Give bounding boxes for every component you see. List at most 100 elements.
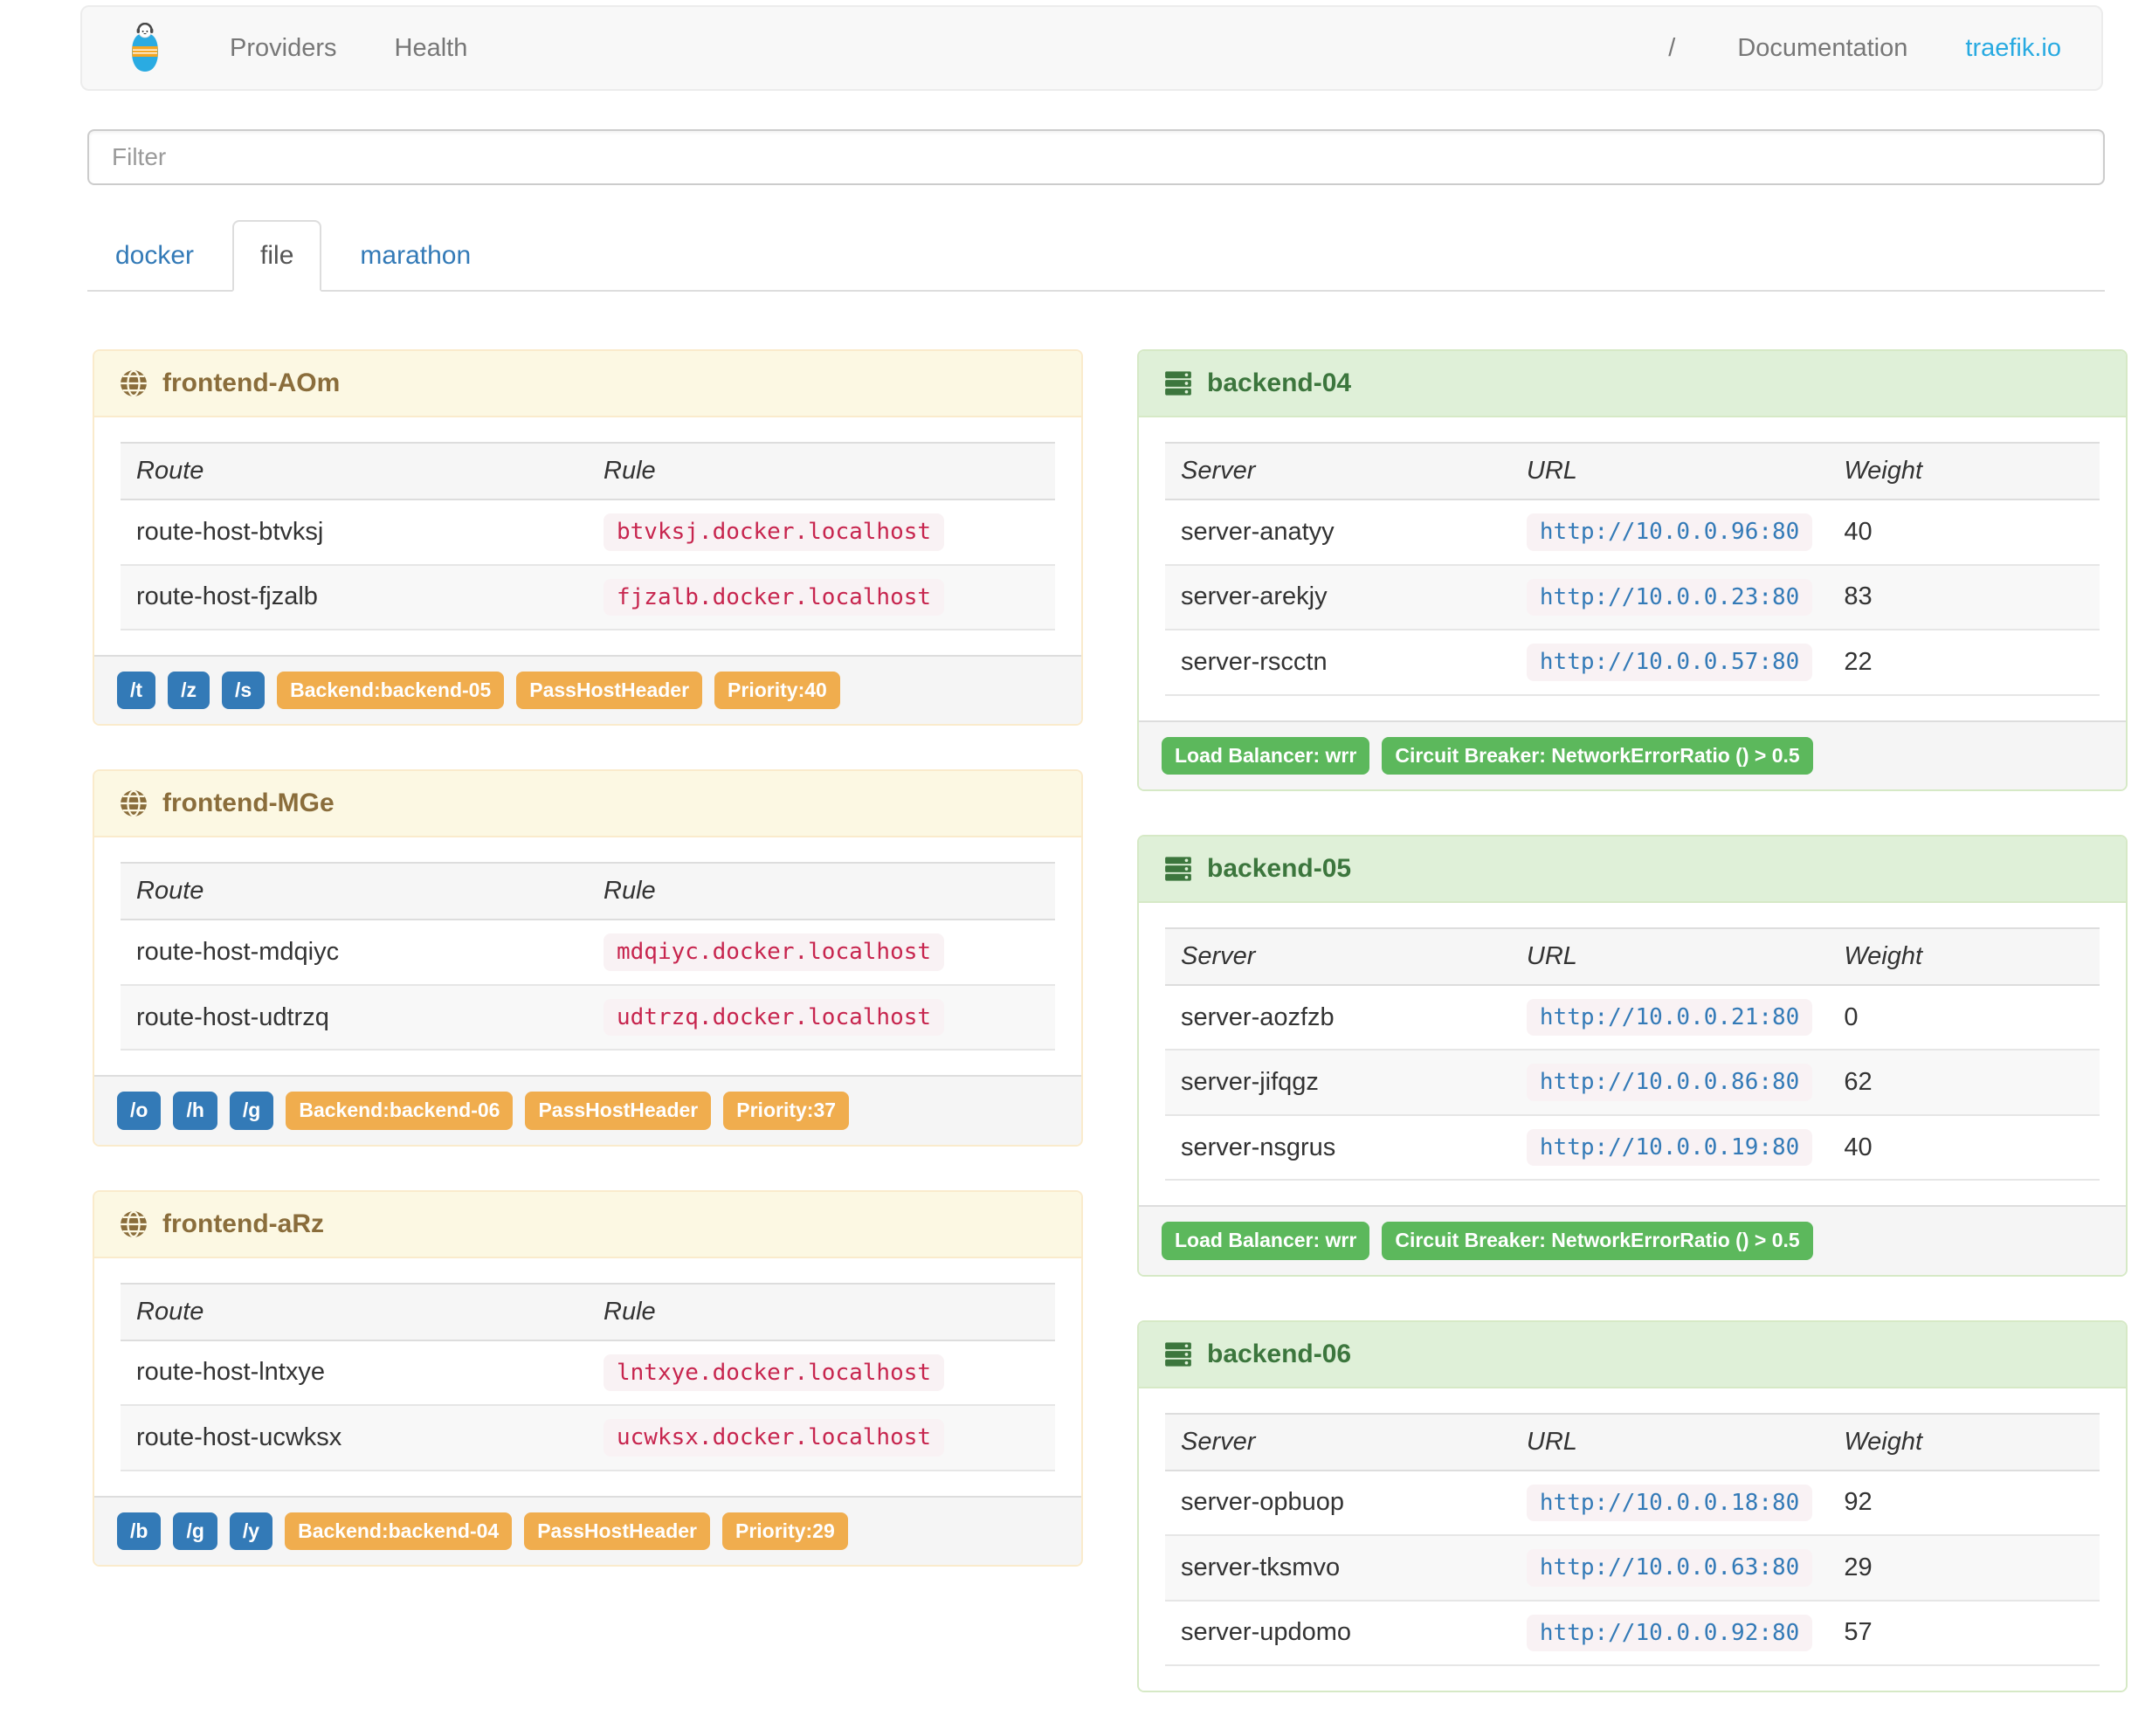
route-name-text: route-host-lntxye xyxy=(136,1358,325,1387)
config-tag: PassHostHeader xyxy=(516,672,703,710)
traefik-logo[interactable] xyxy=(82,23,201,73)
table-row: route-host-ucwksx ucwksx.docker.localhost xyxy=(121,1404,1055,1471)
path-tag: /b xyxy=(117,1512,162,1550)
server-weight-text: 62 xyxy=(1844,1068,1873,1097)
path-tag: /h xyxy=(173,1092,217,1130)
server-name: server-tksmvo xyxy=(1165,1534,1511,1601)
table-body: server-opbuop http://10.0.0.18:80 92 server… xyxy=(1165,1469,2100,1667)
server-name-text: server-opbuop xyxy=(1181,1488,1344,1517)
server-url: http://10.0.0.92:80 xyxy=(1510,1599,1829,1667)
table-row: server-anatyy http://10.0.0.96:80 40 xyxy=(1165,499,2100,565)
server-weight: 92 xyxy=(1828,1469,2100,1536)
column-header: Rule xyxy=(588,442,1055,500)
panel-footer: /t/z/s Backend:backend-05 PassHostHeader Pr… xyxy=(94,655,1081,725)
server-name: server-jifqgz xyxy=(1165,1049,1511,1115)
server-name-text: server-rscctn xyxy=(1181,647,1328,676)
route-name-text: route-host-mdqiyc xyxy=(136,938,340,967)
table-body: server-aozfzb http://10.0.0.21:80 0 server-… xyxy=(1165,983,2100,1181)
nav-providers[interactable]: Providers xyxy=(230,33,337,62)
rule-code: btvksj.docker.localhost xyxy=(604,513,945,551)
backend-tag: Circuit Breaker: NetworkErrorRatio () > … xyxy=(1382,736,1813,775)
frontend-panel: frontend-MGe Route Rule route-host-mdqiyc md… xyxy=(93,769,1083,1147)
traefik-dashboard: Providers Health / Documentation traefik… xyxy=(0,5,2152,1736)
server-weight-text: 29 xyxy=(1844,1553,1873,1581)
nav-health[interactable]: Health xyxy=(394,33,468,62)
server-url-link[interactable]: http://10.0.0.18:80 xyxy=(1526,1484,1813,1522)
server-url: http://10.0.0.96:80 xyxy=(1510,499,1829,565)
panel-title: backend-04 xyxy=(1207,369,1352,397)
server-url: http://10.0.0.23:80 xyxy=(1510,563,1829,630)
globe-icon xyxy=(119,369,148,398)
table-row: server-opbuop http://10.0.0.18:80 92 xyxy=(1165,1469,2100,1536)
backend-tag: Load Balancer: wrr xyxy=(1162,736,1370,775)
routes-table: Route Rule route-host-mdqiyc mdqiyc.docker.… xyxy=(121,862,1055,1051)
frontend-panel: frontend-aRz Route Rule route-host-lntxye ln… xyxy=(93,1189,1083,1567)
panel-heading: backend-04 xyxy=(1139,351,2126,417)
navbar-right: / Documentation traefik.io xyxy=(1635,34,2101,63)
server-url-link[interactable]: http://10.0.0.92:80 xyxy=(1526,1614,1813,1652)
rule-cell: fjzalb.docker.localhost xyxy=(588,563,1055,630)
column-header: Rule xyxy=(588,862,1055,921)
backends-column: backend-04 Server URL Weight server-anatyy ht… xyxy=(1137,349,2128,1736)
path-tag: /o xyxy=(117,1092,162,1130)
panel-title: backend-06 xyxy=(1207,1339,1352,1368)
panel-footer: /b/g/y Backend:backend-04 PassHostHeader Pr… xyxy=(94,1495,1081,1565)
panel-title: backend-05 xyxy=(1207,853,1352,883)
globe-icon xyxy=(119,789,148,818)
config-tag: PassHostHeader xyxy=(525,1092,712,1130)
server-name: server-arekjy xyxy=(1165,563,1511,630)
server-url-link[interactable]: http://10.0.0.63:80 xyxy=(1526,1549,1813,1587)
table-head: Server URL Weight xyxy=(1165,442,2100,500)
server-weight-text: 0 xyxy=(1844,1002,1859,1031)
column-header: Weight xyxy=(1828,927,2100,986)
backend-tag: Load Balancer: wrr xyxy=(1162,1222,1370,1260)
rule-code: fjzalb.docker.localhost xyxy=(604,578,945,616)
header-row: Server URL Weight xyxy=(1165,442,2100,500)
server-url-link[interactable]: http://10.0.0.19:80 xyxy=(1526,1128,1813,1167)
server-name: server-nsgrus xyxy=(1165,1113,1511,1181)
nav-documentation[interactable]: Documentation xyxy=(1737,33,1908,62)
panel-body: Route Rule route-host-mdqiyc mdqiyc.docker.… xyxy=(94,837,1081,1076)
server-weight: 0 xyxy=(1828,983,2100,1051)
column-header: Server xyxy=(1165,927,1511,986)
column-header: Weight xyxy=(1828,442,2100,500)
tab-file[interactable]: file xyxy=(232,220,322,292)
server-url-link[interactable]: http://10.0.0.86:80 xyxy=(1526,1064,1813,1101)
table-row: server-arekjy http://10.0.0.23:80 83 xyxy=(1165,563,2100,630)
server-name: server-updomo xyxy=(1165,1599,1511,1667)
server-weight-text: 22 xyxy=(1844,647,1873,676)
panels-grid: frontend-AOm Route Rule route-host-btvksj bt… xyxy=(93,349,2128,1736)
column-header: Route xyxy=(121,1282,588,1341)
server-url: http://10.0.0.18:80 xyxy=(1510,1469,1829,1536)
server-weight-text: 40 xyxy=(1844,517,1873,546)
server-icon xyxy=(1163,854,1193,884)
table-row: route-host-udtrzq udtrzq.docker.localhost xyxy=(121,983,1055,1051)
panel-title: frontend-aRz xyxy=(162,1209,324,1238)
column-header: Server xyxy=(1165,442,1511,500)
table-row: server-rscctn http://10.0.0.57:80 22 xyxy=(1165,629,2100,696)
route-name: route-host-lntxye xyxy=(121,1339,588,1406)
table-head: Route Rule xyxy=(121,862,1055,921)
config-tag: Backend:backend-06 xyxy=(286,1092,514,1130)
path-tag: /g xyxy=(173,1512,217,1550)
server-name-text: server-aozfzb xyxy=(1181,1002,1335,1031)
header-row: Server URL Weight xyxy=(1165,1412,2100,1471)
tab-marathon[interactable]: marathon xyxy=(360,241,472,270)
server-weight: 22 xyxy=(1828,629,2100,696)
server-weight: 40 xyxy=(1828,499,2100,565)
server-url-link[interactable]: http://10.0.0.23:80 xyxy=(1526,578,1813,616)
server-url-link[interactable]: http://10.0.0.21:80 xyxy=(1526,998,1813,1037)
rule-cell: udtrzq.docker.localhost xyxy=(588,983,1055,1051)
nav-traefik-io[interactable]: traefik.io xyxy=(1965,33,2061,62)
server-url-link[interactable]: http://10.0.0.57:80 xyxy=(1526,644,1813,681)
panel-footer: Load Balancer: wrr Circuit Breaker: Netwo… xyxy=(1139,1205,2126,1275)
table-row: route-host-fjzalb fjzalb.docker.localhost xyxy=(121,563,1055,630)
server-url-link[interactable]: http://10.0.0.96:80 xyxy=(1526,513,1813,551)
tab-docker[interactable]: docker xyxy=(115,241,195,270)
panel-body: Server URL Weight server-opbuop http://10.0.… xyxy=(1139,1388,2126,1691)
column-header: Weight xyxy=(1828,1412,2100,1471)
column-header: URL xyxy=(1510,927,1829,986)
server-url: http://10.0.0.57:80 xyxy=(1510,629,1829,696)
rule-cell: ucwksx.docker.localhost xyxy=(588,1404,1055,1471)
filter-input[interactable] xyxy=(87,129,2105,185)
